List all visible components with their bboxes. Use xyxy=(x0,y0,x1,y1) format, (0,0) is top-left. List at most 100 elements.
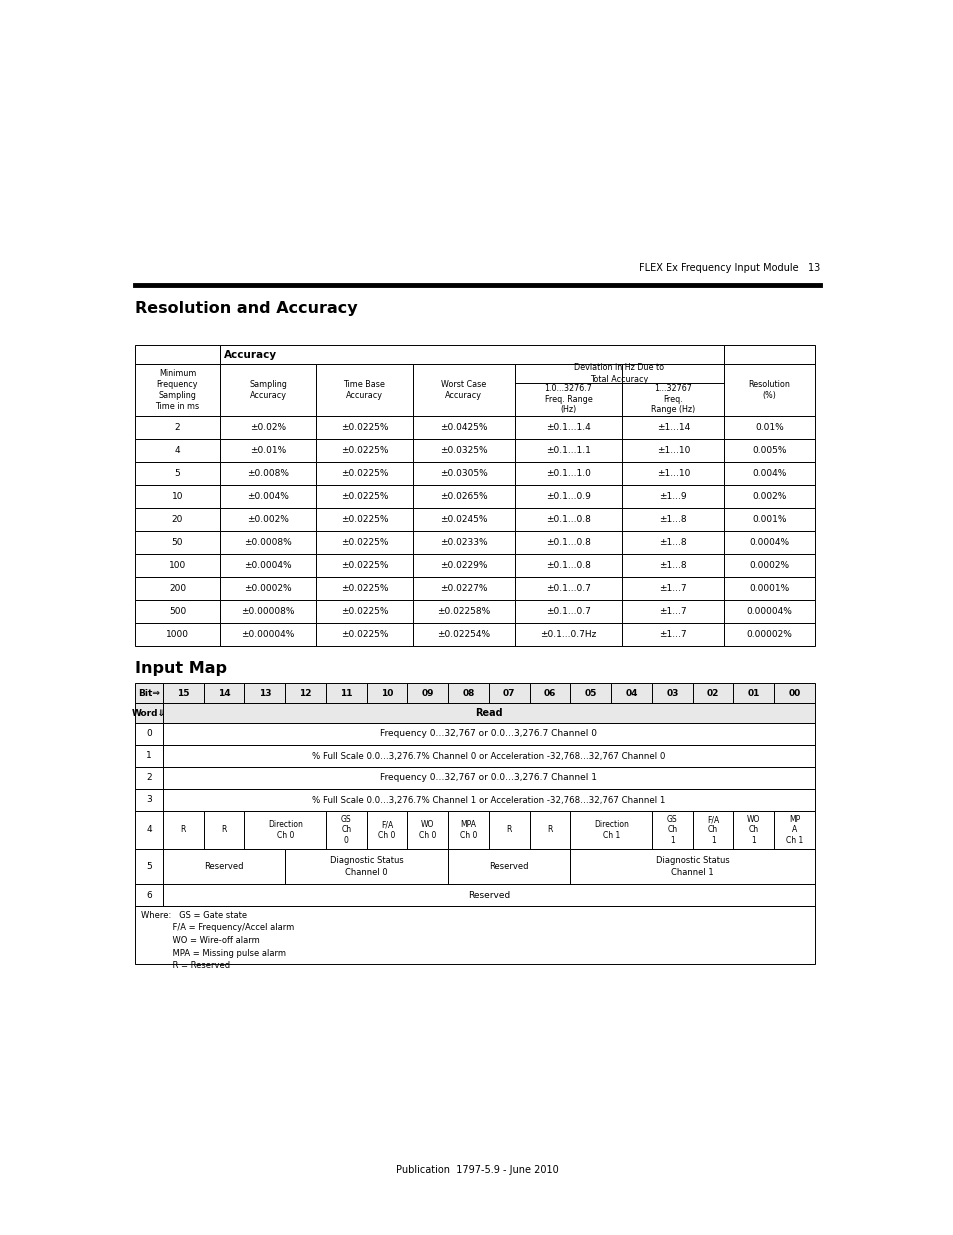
Bar xyxy=(448,683,489,703)
Text: 500: 500 xyxy=(169,606,186,616)
Text: ±0.0225%: ±0.0225% xyxy=(340,515,388,524)
Text: 100: 100 xyxy=(169,561,186,571)
Bar xyxy=(220,345,723,364)
Text: 0.00002%: 0.00002% xyxy=(746,630,792,638)
Text: ±0.002%: ±0.002% xyxy=(247,515,289,524)
Bar xyxy=(723,600,814,622)
Text: ±0.0002%: ±0.0002% xyxy=(244,584,292,593)
Bar xyxy=(570,848,814,884)
Bar xyxy=(570,811,651,848)
Bar xyxy=(448,848,570,884)
Bar xyxy=(514,622,621,646)
Bar xyxy=(135,703,163,722)
Bar xyxy=(135,531,220,555)
Text: 02: 02 xyxy=(706,688,719,698)
Bar xyxy=(220,600,316,622)
Bar xyxy=(135,683,163,703)
Text: 3: 3 xyxy=(146,795,152,804)
Bar xyxy=(774,811,814,848)
Text: ±0.0225%: ±0.0225% xyxy=(340,630,388,638)
Text: ±1...8: ±1...8 xyxy=(659,515,686,524)
Bar xyxy=(204,811,244,848)
Bar xyxy=(135,462,220,485)
Text: 1000: 1000 xyxy=(166,630,189,638)
Text: Diagnostic Status
Channel 0: Diagnostic Status Channel 0 xyxy=(330,856,403,877)
Bar xyxy=(621,364,723,416)
Text: ±1...9: ±1...9 xyxy=(659,492,686,501)
Text: ±0.0225%: ±0.0225% xyxy=(340,492,388,501)
Bar xyxy=(621,462,723,485)
Bar xyxy=(316,364,413,416)
Bar xyxy=(135,600,220,622)
Bar xyxy=(163,848,285,884)
Text: ±0.00004%: ±0.00004% xyxy=(241,630,294,638)
Bar xyxy=(285,683,326,703)
Text: Read: Read xyxy=(475,708,502,718)
Text: 10: 10 xyxy=(380,688,393,698)
Bar xyxy=(163,811,204,848)
Text: R: R xyxy=(547,825,552,835)
Bar xyxy=(514,462,621,485)
Bar xyxy=(135,416,220,438)
Bar xyxy=(514,577,621,600)
Bar xyxy=(733,811,774,848)
Text: ±0.01%: ±0.01% xyxy=(250,446,286,454)
Bar xyxy=(220,485,316,508)
Text: ±0.1...0.7Hz: ±0.1...0.7Hz xyxy=(539,630,596,638)
Text: 14: 14 xyxy=(217,688,231,698)
Bar xyxy=(316,531,413,555)
Text: FLEX Ex Frequency Input Module   13: FLEX Ex Frequency Input Module 13 xyxy=(639,263,820,273)
Text: ±0.0004%: ±0.0004% xyxy=(244,561,292,571)
Bar xyxy=(413,462,514,485)
Text: Resolution
(%): Resolution (%) xyxy=(748,380,790,400)
Text: Resolution and Accuracy: Resolution and Accuracy xyxy=(135,300,357,315)
Text: Direction
Ch 1: Direction Ch 1 xyxy=(593,820,628,840)
Text: 01: 01 xyxy=(747,688,760,698)
Bar xyxy=(163,789,814,811)
Text: ±0.0225%: ±0.0225% xyxy=(340,538,388,547)
Text: 0.0004%: 0.0004% xyxy=(749,538,789,547)
Bar xyxy=(135,577,220,600)
Bar xyxy=(135,745,163,767)
Bar xyxy=(135,345,220,364)
Text: Reserved: Reserved xyxy=(489,862,529,871)
Text: Input Map: Input Map xyxy=(135,661,227,676)
Text: Frequency 0…32,767 or 0.0…3,276.7 Channel 0: Frequency 0…32,767 or 0.0…3,276.7 Channe… xyxy=(380,730,597,739)
Text: 0.0001%: 0.0001% xyxy=(749,584,789,593)
Text: Publication  1797-5.9 - June 2010: Publication 1797-5.9 - June 2010 xyxy=(395,1165,558,1174)
Text: 07: 07 xyxy=(502,688,515,698)
Text: ±0.1...0.8: ±0.1...0.8 xyxy=(545,561,590,571)
Bar xyxy=(326,683,366,703)
Bar xyxy=(407,811,448,848)
Bar xyxy=(135,364,220,416)
Text: ±0.1...1.4: ±0.1...1.4 xyxy=(545,424,590,432)
Text: ±0.008%: ±0.008% xyxy=(247,469,289,478)
Bar xyxy=(621,600,723,622)
Bar xyxy=(621,555,723,577)
Bar xyxy=(448,811,489,848)
Bar xyxy=(135,622,220,646)
Bar xyxy=(135,884,163,906)
Text: 0: 0 xyxy=(146,730,152,739)
Text: % Full Scale 0.0…3,276.7% Channel 0 or Acceleration -32,768…32,767 Channel 0: % Full Scale 0.0…3,276.7% Channel 0 or A… xyxy=(312,752,665,761)
Text: 1: 1 xyxy=(146,752,152,761)
Bar xyxy=(611,683,651,703)
Bar xyxy=(723,555,814,577)
Text: ±1...14: ±1...14 xyxy=(656,424,689,432)
Bar xyxy=(621,508,723,531)
Bar xyxy=(316,600,413,622)
Text: 0.001%: 0.001% xyxy=(752,515,786,524)
Text: ±0.0225%: ±0.0225% xyxy=(340,469,388,478)
Bar xyxy=(529,683,570,703)
Bar xyxy=(621,622,723,646)
Text: F/A
Ch 0: F/A Ch 0 xyxy=(378,820,395,840)
Bar xyxy=(220,416,316,438)
Bar xyxy=(514,508,621,531)
Bar xyxy=(733,683,774,703)
Bar xyxy=(413,555,514,577)
Text: WO
Ch
1: WO Ch 1 xyxy=(746,815,760,845)
Bar xyxy=(316,416,413,438)
Bar xyxy=(220,622,316,646)
Bar xyxy=(316,508,413,531)
Bar xyxy=(723,462,814,485)
